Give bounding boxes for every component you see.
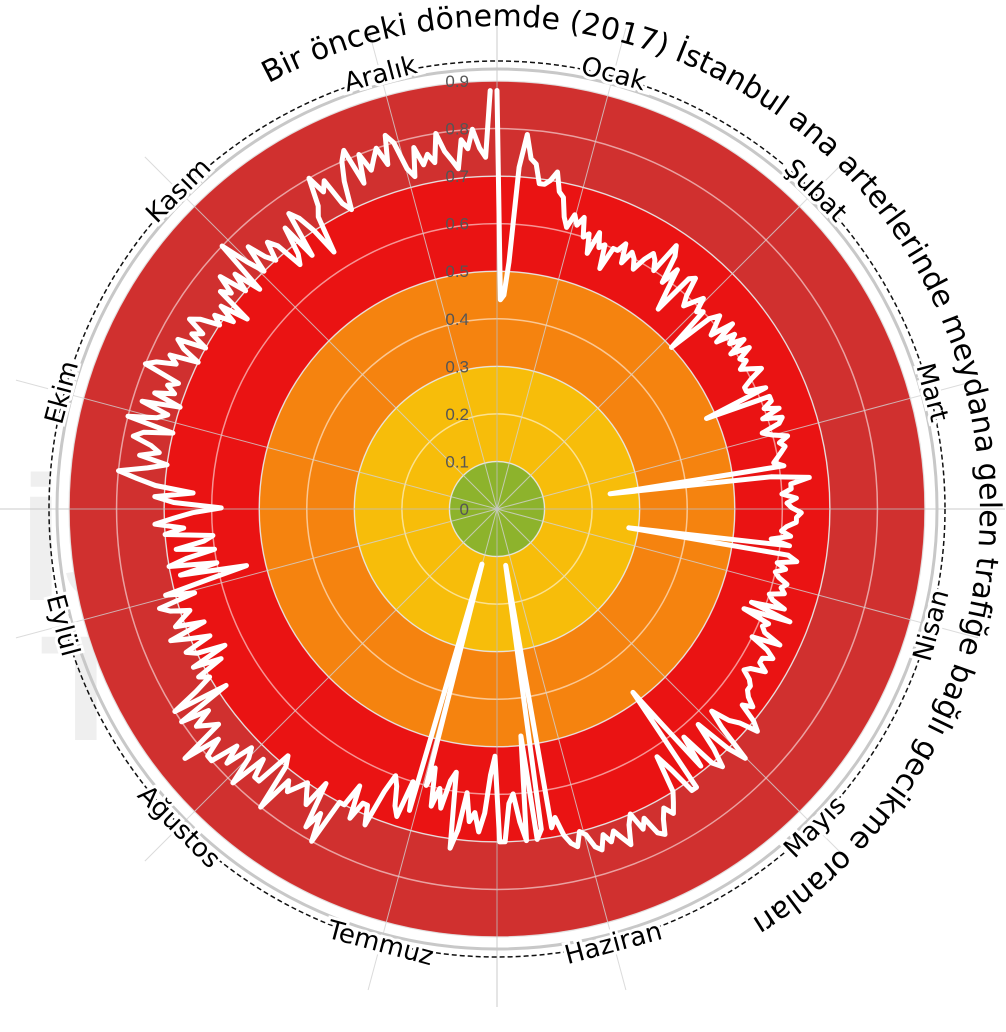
spoke-8 <box>144 508 498 862</box>
tick-label-5: 0.5 <box>445 262 469 281</box>
tick-label-8: 0.8 <box>445 120 469 139</box>
outer-month-ring <box>48 60 946 958</box>
tick-label-1: 0.1 <box>445 452 469 471</box>
outer-ring-gray <box>55 67 939 951</box>
series-line-1 <box>116 88 812 853</box>
tick-label-3: 0.3 <box>445 357 469 376</box>
spoke-11 <box>144 156 498 510</box>
spoke-12 <box>367 27 498 510</box>
series-lines <box>116 88 812 853</box>
spoke-10 <box>15 379 498 510</box>
spoke-4 <box>496 508 979 639</box>
month-spokes <box>0 11 1005 1007</box>
spoke-2 <box>496 156 850 510</box>
radial-tick-labels: 0 0.1 0.2 0.3 0.4 0.5 0.6 0.7 0.8 0.9 <box>445 72 469 519</box>
spoke-3 <box>496 379 979 510</box>
tick-label-9: 0.9 <box>445 72 469 91</box>
tick-label-6: 0.6 <box>445 215 469 234</box>
spoke-5 <box>496 508 850 862</box>
tick-label-0: 0 <box>460 500 469 519</box>
month-label-3: Mart <box>910 360 954 425</box>
tick-label-4: 0.4 <box>445 310 469 329</box>
spoke-1 <box>496 27 627 510</box>
spoke-6 <box>496 508 627 991</box>
month-label-10: Ekim <box>40 358 86 428</box>
tick-label-2: 0.2 <box>445 405 469 424</box>
outer-ring-dashed <box>48 60 946 958</box>
spoke-9 <box>15 508 498 639</box>
tick-label-7: 0.7 <box>445 167 469 186</box>
